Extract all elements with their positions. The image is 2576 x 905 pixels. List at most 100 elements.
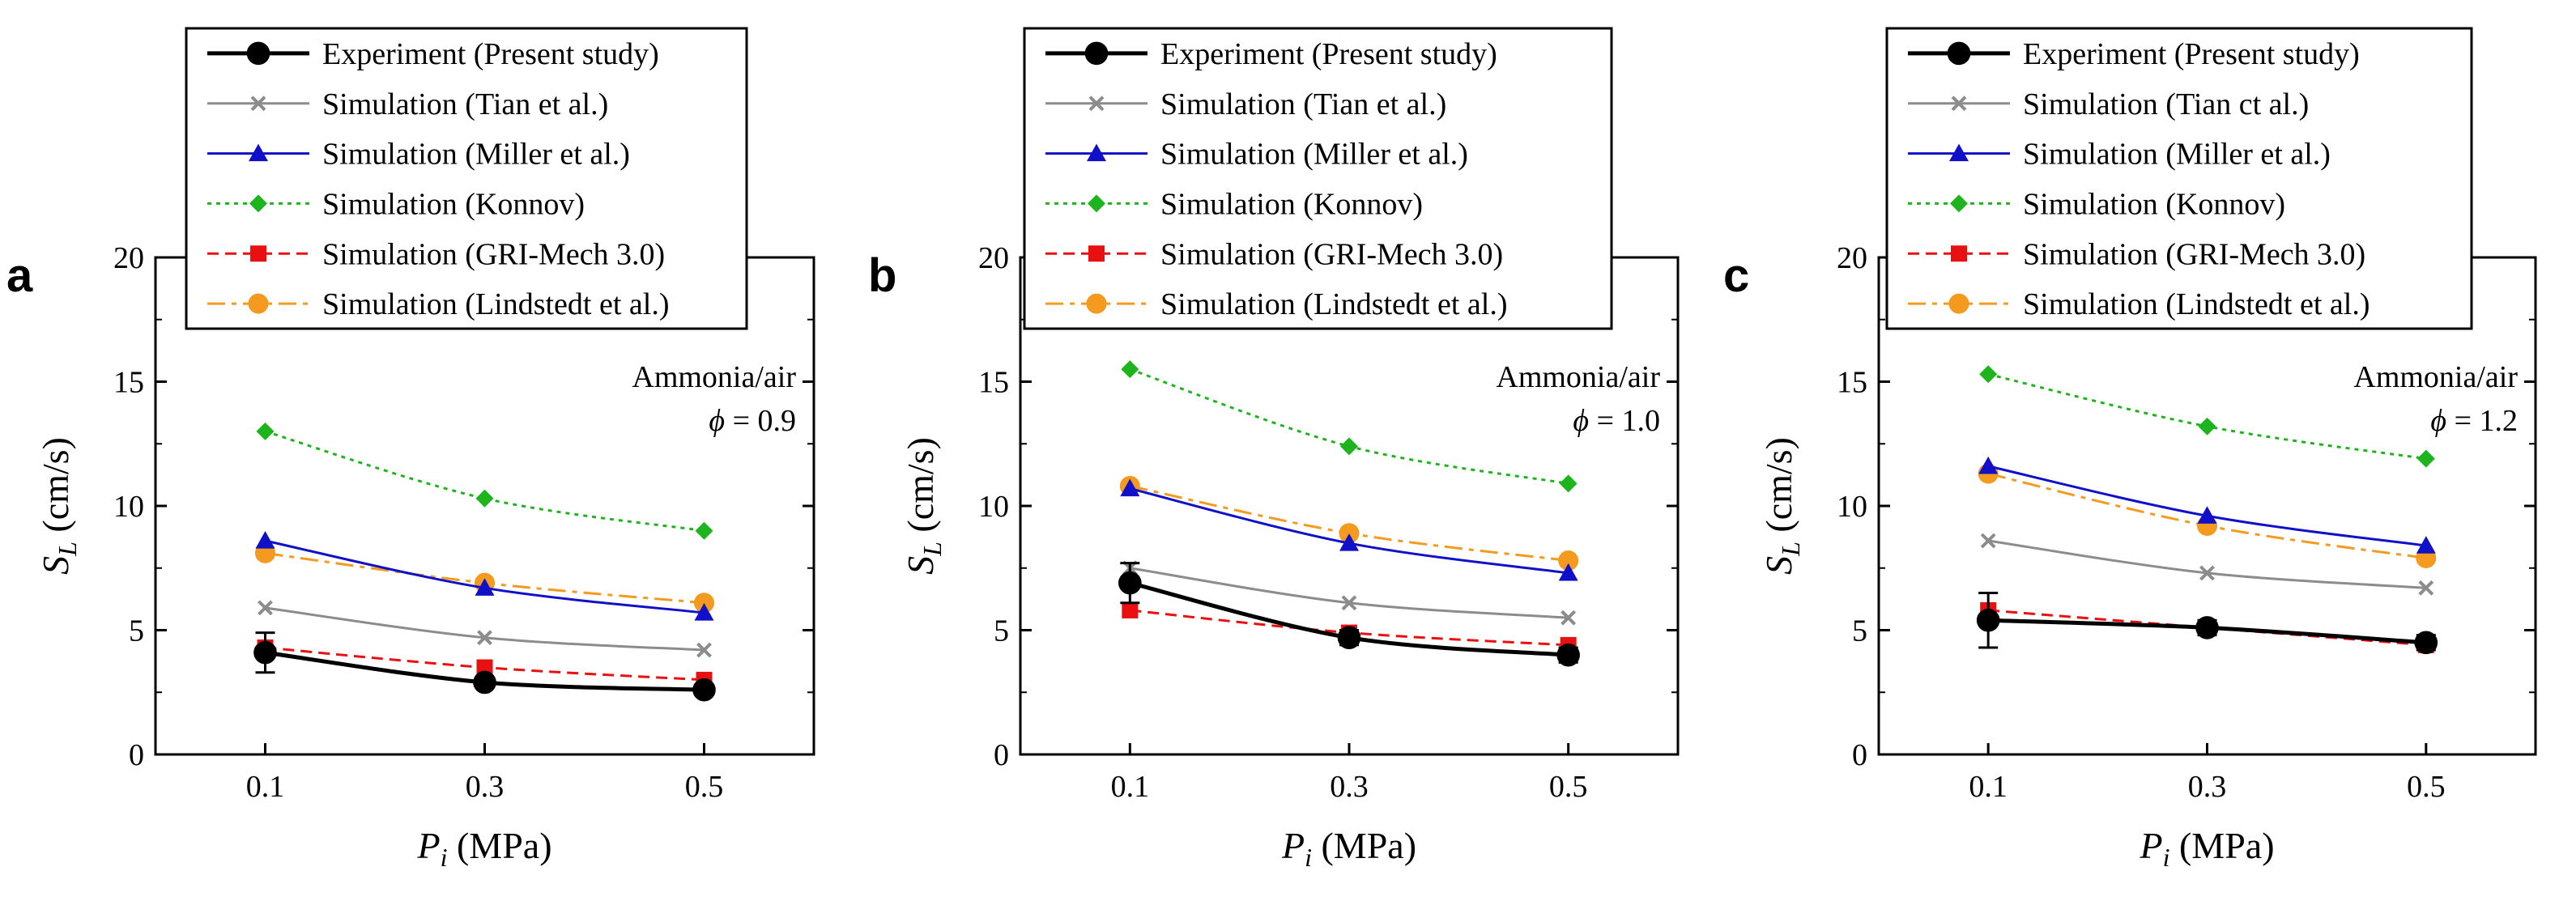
data-point <box>1339 533 1359 551</box>
data-point <box>1976 608 2000 632</box>
legend-marker <box>249 143 268 162</box>
plot-frame <box>1877 256 2537 756</box>
legend-label: Simulation (Miller et al.) <box>322 138 630 172</box>
y-tick-label: 10 <box>113 490 144 524</box>
x-tick-label: 0.1 <box>1969 770 2008 804</box>
data-point <box>1337 626 1361 650</box>
y-axis-label: SL (cm/s) <box>900 437 947 575</box>
phi-symbol: ϕ <box>709 404 725 438</box>
legend-label: Simulation (GRI-Mech 3.0) <box>1160 237 1503 271</box>
data-point <box>1979 365 1998 384</box>
legend-label: Simulation (Tian et al.) <box>1160 87 1446 121</box>
data-point <box>473 670 496 695</box>
phi-value: = 1.2 <box>2446 404 2518 438</box>
x-axis-label-sub: i <box>2163 843 2170 872</box>
legend-label: Simulation (Miller et al.) <box>2023 138 2331 172</box>
chart-panel-a: 0 5 10 15 20 0.1 0.3 0.5 Pi (MPa) SL (cm/s) a Ammon… <box>6 27 815 872</box>
y-tick-label: 15 <box>978 366 1009 400</box>
annotation-mixture: Ammonia/air <box>2353 360 2518 394</box>
y-axis-label-main: S <box>1758 556 1799 575</box>
x-tick-label: 0.1 <box>246 770 285 804</box>
data-point <box>1121 360 1139 379</box>
legend-marker <box>246 41 270 66</box>
x-axis-label-unit: (MPa) <box>1312 825 1416 866</box>
x-tick-label: 0.3 <box>466 770 505 804</box>
y-tick-label: 5 <box>994 614 1009 648</box>
data-point <box>1120 478 1140 497</box>
y-tick-label: 5 <box>129 614 144 648</box>
legend-marker <box>1951 96 1967 112</box>
data-point <box>1340 437 1358 456</box>
legend-label: Experiment (Present study) <box>2023 37 2360 71</box>
data-point <box>258 600 273 616</box>
x-axis-label-main: P <box>416 825 440 866</box>
data-point <box>2198 417 2216 436</box>
annotation-mixture: Ammonia/air <box>1496 360 1660 394</box>
y-axis-label-sub: L <box>53 542 82 557</box>
y-axis-label: SL (cm/s) <box>35 437 82 575</box>
legend-marker <box>1951 245 1967 262</box>
annotation-phi: ϕ = 1.2 <box>2430 404 2518 438</box>
x-axis-label-unit: (MPa) <box>2169 825 2274 866</box>
data-point <box>2195 616 2219 639</box>
legend-label: Simulation (Lindstedt et al.) <box>2023 287 2369 321</box>
x-axis-label-unit: (MPa) <box>447 825 551 866</box>
legend-marker <box>248 293 269 314</box>
legend-marker <box>1087 143 1106 162</box>
panel-label: a <box>6 249 33 302</box>
phi-symbol: ϕ <box>2430 404 2446 438</box>
legend-label: Simulation (Lindstedt et al.) <box>1160 287 1507 321</box>
y-axis-label-unit: (cm/s) <box>900 437 941 542</box>
legend-marker <box>1948 293 1969 314</box>
x-axis-label: Pi (MPa) <box>1281 825 1416 872</box>
legend-marker <box>1088 245 1105 262</box>
y-axis-label-sub: L <box>918 542 947 557</box>
series-0 <box>1976 591 2438 655</box>
chart-panel-b: 0 5 10 15 20 0.1 0.3 0.5 Pi (MPa) SL (cm/s) b Ammon… <box>868 27 1680 872</box>
data-point <box>2197 506 2217 524</box>
legend-label: Simulation (Konnov) <box>1160 187 1423 221</box>
x-axis-label: Pi (MPa) <box>416 825 551 872</box>
x-tick-label: 0.5 <box>1549 770 1588 804</box>
data-point <box>255 530 275 549</box>
legend: Experiment (Present study) Simulation (Ti… <box>185 27 748 330</box>
legend-label: Simulation (GRI-Mech 3.0) <box>2023 237 2365 271</box>
phi-value: = 0.9 <box>725 404 796 438</box>
data-point <box>253 640 277 665</box>
y-tick-label: 5 <box>1852 614 1867 648</box>
series-1 <box>258 600 712 658</box>
x-axis-label-sub: i <box>441 843 448 872</box>
legend-label: Simulation (Tian et al.) <box>322 87 608 121</box>
series-2 <box>1978 456 2436 554</box>
legend: Experiment (Present study) Simulation (Ti… <box>1885 27 2473 330</box>
legend-marker <box>249 194 267 213</box>
data-point <box>1559 474 1578 493</box>
legend-marker <box>1086 293 1107 314</box>
y-axis-label-unit: (cm/s) <box>1758 437 1799 542</box>
annotation-phi: ϕ = 1.0 <box>1573 404 1660 438</box>
series-line <box>1987 539 2426 589</box>
series-line <box>1130 567 1569 619</box>
data-point <box>2414 631 2438 655</box>
legend-box <box>1885 27 2473 330</box>
data-point <box>476 659 493 676</box>
data-point <box>475 489 494 508</box>
y-tick-label: 20 <box>1837 241 1867 275</box>
data-point <box>694 603 714 621</box>
x-axis-label-sub: i <box>1305 843 1312 872</box>
y-tick-label: 0 <box>994 738 1009 772</box>
y-tick-label: 0 <box>1852 738 1867 772</box>
data-point <box>695 521 713 540</box>
annotation-phi: ϕ = 0.9 <box>709 404 796 438</box>
data-point <box>1122 601 1139 618</box>
series-0 <box>253 631 716 702</box>
chart-panel-c: 0 5 10 15 20 0.1 0.3 0.5 Pi (MPa) SL (cm/s) c Ammon… <box>1723 27 2537 872</box>
legend-label: Simulation (GRI-Mech 3.0) <box>322 237 665 271</box>
data-point <box>1118 571 1142 595</box>
series-2 <box>255 530 714 621</box>
x-tick-label: 0.5 <box>2407 770 2446 804</box>
legend-marker <box>1950 194 1968 213</box>
legend-label: Experiment (Present study) <box>322 37 659 71</box>
data-point <box>692 678 716 702</box>
